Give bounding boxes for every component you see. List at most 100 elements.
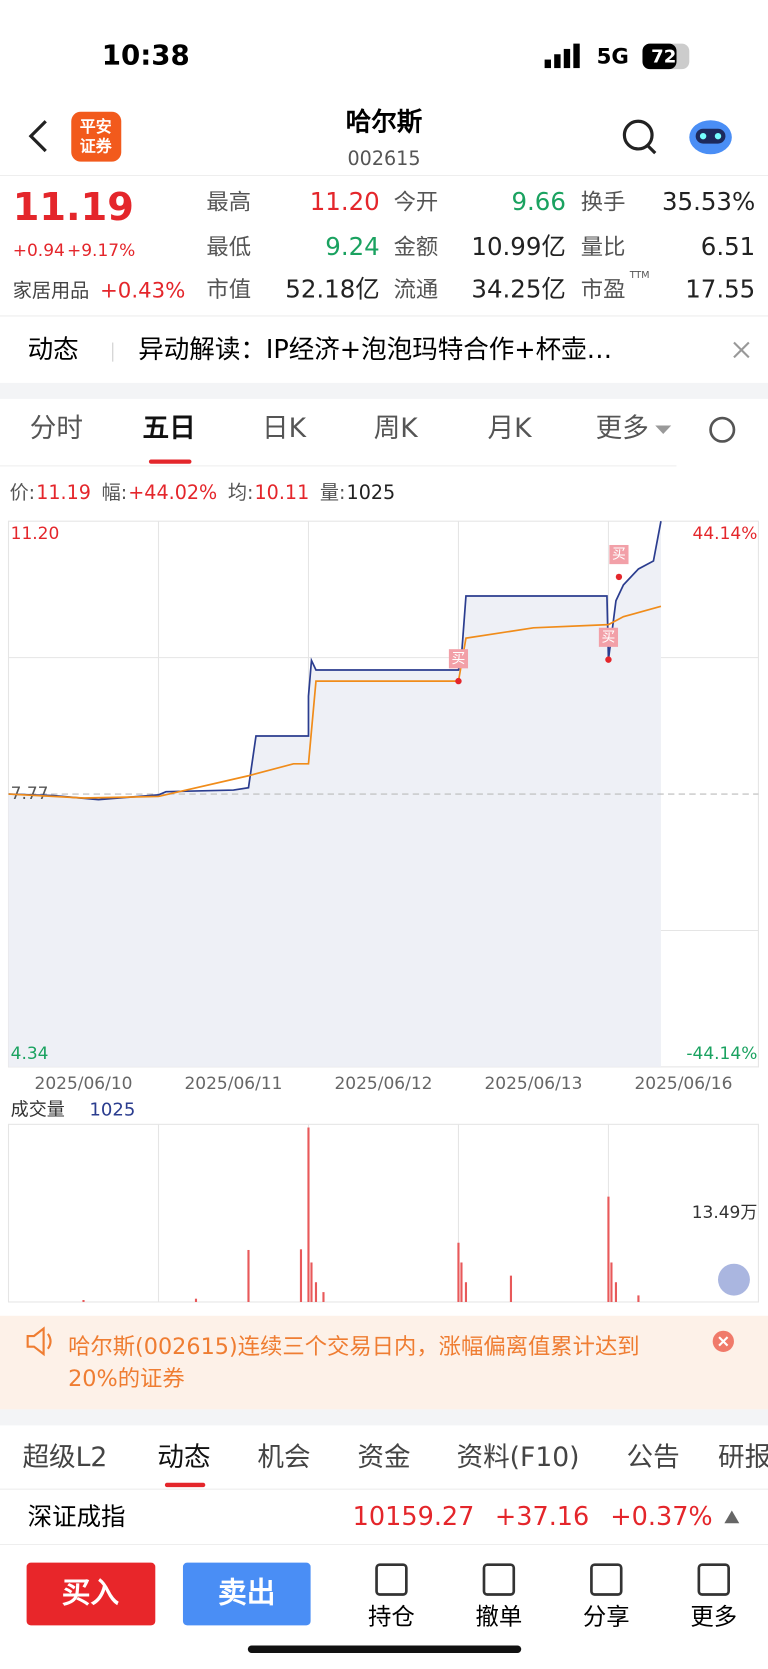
bottom-tab[interactable]: 公告 <box>627 1442 680 1473</box>
x-tick-label: 2025/06/11 <box>184 1074 282 1094</box>
buy[interactable]: 买入 <box>62 1576 120 1610</box>
notice-box <box>0 1315 768 1410</box>
trade-label: 买 <box>452 651 466 667</box>
y2-tick-label: 44.14% <box>693 524 758 544</box>
tab[interactable]: 周K <box>374 413 419 444</box>
tab[interactable]: 月K <box>488 413 533 444</box>
stock-code: 002615 <box>347 147 420 170</box>
sell-button[interactable] <box>182 1562 311 1626</box>
tab[interactable]: 分时 <box>30 413 83 444</box>
stat-label: 量比 <box>581 234 626 260</box>
battery-text: 72 <box>651 46 676 67</box>
volume-bar <box>247 1249 250 1302</box>
volume-bar <box>307 1127 310 1302</box>
robot[interactable] <box>689 120 732 155</box>
index-name: 深证成指 <box>28 1502 126 1531</box>
info-value: 10.11 <box>254 481 309 504</box>
stat-value: 34.25亿 <box>471 274 565 303</box>
stat-sup: TTM <box>629 270 650 281</box>
sector: 家居用品 <box>13 279 90 302</box>
y2-tick-label: -44.14% <box>686 1044 757 1064</box>
search[interactable] <box>622 119 657 155</box>
trade-dot <box>455 677 462 685</box>
stat-value: 52.18亿 <box>285 274 379 303</box>
network: 5G <box>597 44 629 69</box>
volume-bar <box>457 1242 460 1302</box>
x-tick-label: 2025/06/10 <box>35 1074 133 1094</box>
band <box>0 1409 768 1426</box>
change-pct: +9.17% <box>67 241 135 261</box>
stat-label: 换手 <box>581 190 626 216</box>
volume-bar <box>194 1298 198 1302</box>
dropdown <box>655 425 672 434</box>
tool-icon[interactable] <box>590 1563 623 1596</box>
tool[interactable]: 更多 <box>690 1602 737 1630</box>
expand[interactable] <box>724 1510 740 1524</box>
bottom-tab[interactable]: 机会 <box>257 1442 310 1473</box>
news-tag: 动态 <box>28 335 79 365</box>
stock-name: 哈尔斯 <box>346 107 423 137</box>
info-label: 量: <box>320 481 346 504</box>
sell[interactable]: 卖出 <box>218 1576 275 1610</box>
volume-bar <box>464 1282 468 1302</box>
price-area <box>8 521 661 1067</box>
stat-label: 金额 <box>394 234 439 260</box>
index-value: 10159.27 <box>353 1502 475 1532</box>
bottom-tab[interactable]: 研报 <box>718 1442 768 1473</box>
close[interactable] <box>733 341 750 359</box>
signal <box>544 43 580 69</box>
tool-icon[interactable] <box>375 1563 408 1596</box>
settings[interactable] <box>709 416 736 443</box>
stat-value: 35.53% <box>662 187 755 216</box>
stat-label: 流通 <box>394 277 439 303</box>
back[interactable] <box>28 120 47 153</box>
volume-bar <box>610 1262 613 1302</box>
index-pct: +0.37% <box>610 1502 712 1532</box>
x-tick-label: 2025/06/16 <box>634 1074 732 1094</box>
info-value: 11.19 <box>36 481 91 504</box>
band <box>0 382 768 399</box>
tab[interactable]: 日K <box>262 413 307 444</box>
x-tick-label: 2025/06/12 <box>334 1074 432 1094</box>
stat-value: 9.24 <box>325 232 379 261</box>
battery-level <box>642 43 677 70</box>
bottom-tab[interactable]: 超级L2 <box>22 1442 107 1473</box>
tool[interactable]: 持仓 <box>368 1602 415 1630</box>
trade-tag <box>448 649 469 669</box>
time: 10:38 <box>102 38 190 71</box>
info-label: 均: <box>228 481 254 504</box>
volume-bar <box>607 1196 610 1302</box>
tool-icon[interactable] <box>482 1563 516 1596</box>
news[interactable]: 异动解读：IP经济+泡泡玛特合作+杯壶… <box>138 335 612 365</box>
x <box>718 1336 729 1347</box>
tab[interactable]: 五日 <box>143 413 196 444</box>
fullscreen[interactable] <box>718 1263 750 1296</box>
line-0 <box>8 521 662 801</box>
volume-current: 1025 <box>89 1100 135 1121</box>
stat-label: 市值 <box>206 277 251 303</box>
volume-bar <box>82 1300 85 1302</box>
index-change: +37.16 <box>495 1502 589 1532</box>
y-tick-label: 11.20 <box>11 524 60 544</box>
stat-label: 最高 <box>206 190 251 216</box>
info-label: 幅: <box>102 481 128 504</box>
buy-button[interactable] <box>26 1562 156 1626</box>
stat-label: 最低 <box>206 234 251 260</box>
trade-dot <box>605 656 612 663</box>
bottom-tab[interactable]: 动态 <box>157 1442 210 1473</box>
tool[interactable]: 撤单 <box>475 1602 522 1630</box>
bottom-tab[interactable]: 资料(F10) <box>457 1442 580 1473</box>
volume-bar <box>460 1262 463 1302</box>
tab[interactable]: 更多 <box>596 413 649 444</box>
info-label: 价: <box>10 481 36 504</box>
volume-bar <box>637 1295 640 1302</box>
volume-bar <box>322 1292 325 1302</box>
tool[interactable]: 分享 <box>583 1602 630 1630</box>
volume-title: 成交量 <box>11 1100 65 1121</box>
tool-icon[interactable] <box>697 1563 730 1596</box>
bottom-tab[interactable]: 资金 <box>357 1442 410 1473</box>
volume-bar <box>509 1275 513 1302</box>
notice: 20%的证券 <box>68 1366 185 1392</box>
trade-tag <box>609 544 629 565</box>
